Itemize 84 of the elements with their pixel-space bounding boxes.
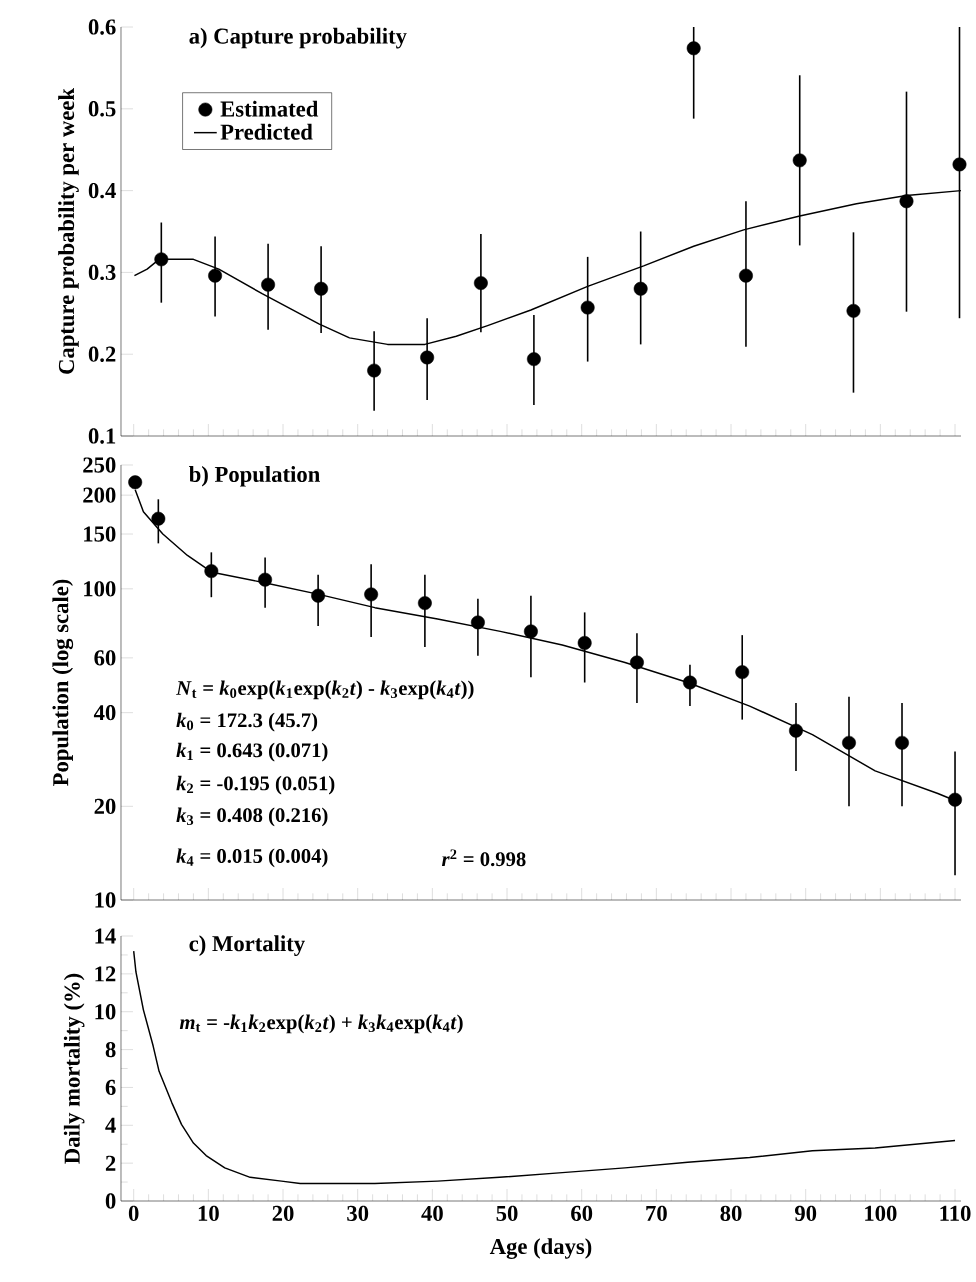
- y-tick-label: 250: [83, 457, 116, 473]
- x-axis-title: Age (days): [490, 1238, 592, 1259]
- y-tick-label: 40: [94, 705, 116, 721]
- y-tick-label: 0.1: [88, 428, 116, 444]
- y-tick-label: 8: [105, 1041, 116, 1058]
- point: [686, 41, 701, 56]
- point: [524, 624, 538, 639]
- point: [311, 588, 326, 603]
- y-tick-label: 100: [84, 581, 116, 597]
- y-tick-label: 0.6: [88, 19, 116, 35]
- chart-title: b) Population: [189, 466, 321, 487]
- y-tick-label: 0.2: [88, 346, 116, 362]
- point: [630, 655, 644, 670]
- point: [842, 735, 857, 750]
- point: [527, 352, 541, 367]
- point: [789, 723, 803, 738]
- y-tick-label: 0: [105, 1193, 116, 1209]
- y-tick-label: 200: [83, 487, 116, 503]
- y-tick-label: 4: [105, 1117, 116, 1133]
- x-tick-label: 40: [421, 1205, 443, 1222]
- chart-title: c) Mortality: [189, 935, 305, 956]
- y-axis-title: Population (log scale): [52, 579, 74, 786]
- x-tick-label: 60: [571, 1205, 593, 1222]
- x-tick-label: 80: [720, 1205, 742, 1222]
- x-tick-label: 50: [496, 1205, 518, 1222]
- point: [418, 596, 432, 611]
- annotation: k$_{2}$ = -0.195 (0.051): [176, 775, 335, 795]
- annotation: k$_{3}$ = 0.408 (0.216): [176, 807, 328, 827]
- point: [367, 363, 382, 378]
- x-tick-label: 10: [198, 1205, 219, 1222]
- point: [204, 564, 219, 579]
- point: [846, 303, 861, 318]
- point: [739, 268, 753, 283]
- annotation: r$^{2}$ = 0.998: [442, 849, 526, 867]
- text: m$_{t}$ = -k$_{1}$k$_{2}$exp(k$_{2}$t) + k$_{3}$k$_{4}$exp(k$_{4}$t): [179, 1014, 463, 1034]
- legend-label: Predicted: [220, 123, 313, 140]
- point: [314, 281, 329, 296]
- point: [952, 157, 967, 172]
- y-tick-label: 10: [95, 892, 116, 908]
- point: [471, 615, 485, 630]
- y-tick-label: 0.4: [88, 182, 116, 199]
- point: [420, 350, 435, 365]
- chart-title: a) Capture probability: [189, 27, 407, 49]
- point: [580, 300, 595, 315]
- legend-label: Estimated: [220, 100, 319, 117]
- point: [633, 281, 648, 296]
- point: [792, 153, 807, 168]
- point: [735, 665, 750, 680]
- y-tick-label: 2: [106, 1155, 116, 1171]
- text: N$_{t}$ = k$_{0}$exp(k$_{1}$exp(k$_{2}$t) - k$_{3}$exp(k$_{4}$t)): [176, 680, 474, 700]
- point: [683, 675, 697, 690]
- point: [364, 587, 379, 602]
- point: [899, 194, 914, 209]
- point: [208, 268, 223, 283]
- point: [474, 276, 488, 290]
- annotation: k$_{1}$ = 0.643 (0.071): [176, 742, 328, 762]
- annotation: k$_{0}$ = 172.3 (45.7): [176, 712, 318, 732]
- x-tick-label: 30: [347, 1205, 369, 1222]
- x-tick-label: 0: [128, 1205, 139, 1222]
- point: [128, 475, 143, 490]
- annotation: k$_{4}$ = 0.015 (0.004): [176, 848, 328, 868]
- point: [948, 792, 963, 807]
- x-tick-label: 20: [272, 1205, 294, 1222]
- point: [258, 572, 273, 587]
- point: [895, 735, 910, 750]
- y-tick-label: 0.5: [88, 101, 116, 117]
- y-tick-label: 10: [95, 1004, 116, 1020]
- y-axis-title: Capture probability per week: [58, 88, 79, 374]
- y-tick-label: 0.3: [88, 264, 116, 281]
- y-axis-title: Daily mortality (%): [63, 973, 85, 1164]
- y-tick-label: 150: [84, 526, 116, 542]
- x-tick-label: 110: [940, 1205, 971, 1222]
- x-tick-label: 100: [865, 1205, 897, 1222]
- y-tick-label: 6: [105, 1079, 116, 1096]
- y-tick-label: 14: [95, 928, 116, 944]
- point: [154, 252, 169, 267]
- point: [151, 511, 166, 526]
- x-tick-label: 90: [795, 1205, 817, 1222]
- point: [261, 277, 276, 292]
- y-tick-label: 20: [94, 798, 116, 814]
- y-tick-label: 60: [94, 650, 116, 666]
- point: [577, 636, 592, 650]
- y-tick-label: 12: [95, 966, 116, 982]
- x-tick-label: 70: [646, 1205, 667, 1222]
